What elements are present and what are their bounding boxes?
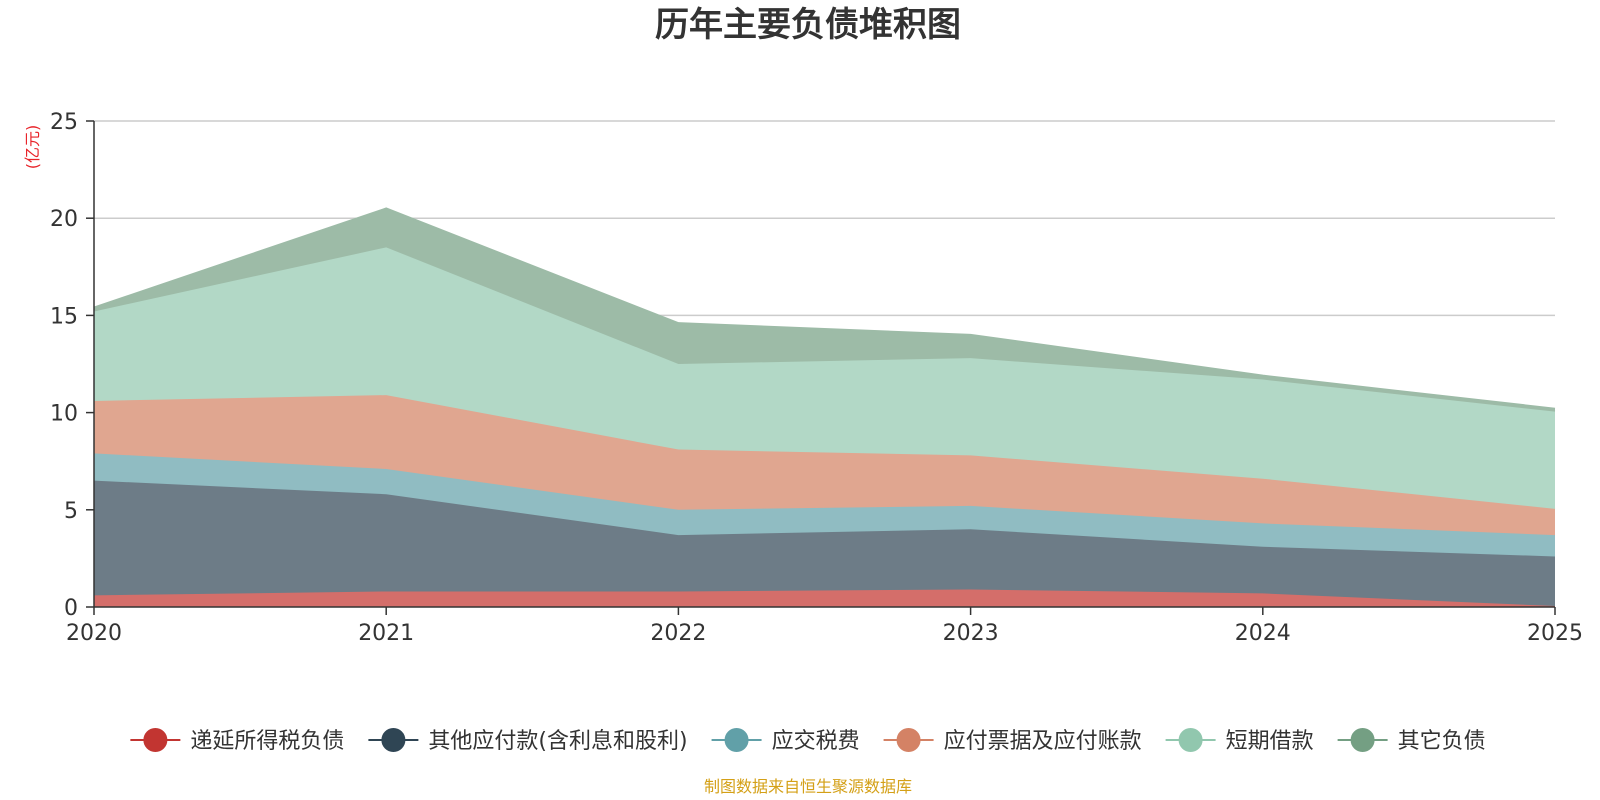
legend-label: 短期借款 xyxy=(1226,729,1314,754)
legend-label: 其他应付款(含利息和股利) xyxy=(428,729,687,754)
area-series-group xyxy=(93,207,1556,608)
legend-item-3: 应交税费 xyxy=(711,728,860,754)
legend-marker-icon xyxy=(724,728,749,752)
legend-item-4: 应付票据及应付账款 xyxy=(883,728,1142,754)
area-series-6 xyxy=(94,208,1555,412)
legend: 递延所得税负债 其他应付款(含利息和股利) 应交税费 应付票据及应付账款 短期借款 其它负… xyxy=(130,728,1486,754)
y-tick-label: 20 xyxy=(50,207,78,232)
legend-item-1: 递延所得税负债 xyxy=(130,728,344,754)
area-series-1 xyxy=(94,589,1555,607)
area-series-2 xyxy=(94,480,1555,607)
y-tick-label: 25 xyxy=(50,110,78,135)
legend-marker-icon xyxy=(1178,728,1203,752)
legend-label: 应付票据及应付账款 xyxy=(944,729,1142,754)
x-tick-label: 2022 xyxy=(650,621,706,646)
y-axis-unit-label: (亿元) xyxy=(23,125,42,170)
legend-label: 其它负债 xyxy=(1398,729,1486,754)
legend-item-6: 其它负债 xyxy=(1337,728,1486,754)
x-tick-label: 2021 xyxy=(358,621,414,646)
x-tick-label: 2023 xyxy=(943,621,999,646)
legend-label: 递延所得税负债 xyxy=(190,729,344,754)
legend-item-2: 其他应付款(含利息和股利) xyxy=(368,728,688,754)
area-series-5 xyxy=(94,247,1555,509)
x-tick-label: 2020 xyxy=(66,621,122,646)
area-series-edge-6 xyxy=(93,207,1556,410)
y-tick-label: 5 xyxy=(64,499,78,524)
area-series-3 xyxy=(94,453,1555,557)
x-tick-label: 2024 xyxy=(1235,621,1291,646)
chart-title: 历年主要负债堆积图 xyxy=(655,5,961,45)
legend-item-5: 短期借款 xyxy=(1165,728,1314,754)
legend-label: 应交税费 xyxy=(772,729,860,754)
area-series-4 xyxy=(94,395,1555,536)
x-tick-label: 2025 xyxy=(1527,621,1583,646)
y-tick-label: 10 xyxy=(50,402,78,427)
y-tick-label: 15 xyxy=(50,304,78,329)
legend-marker-icon xyxy=(381,728,406,752)
legend-marker-icon xyxy=(896,728,921,752)
legend-marker-icon xyxy=(1350,728,1375,752)
y-tick-label: 0 xyxy=(64,596,78,621)
legend-marker-icon xyxy=(143,728,168,752)
source-note: 制图数据来自恒生聚源数据库 xyxy=(704,777,912,796)
